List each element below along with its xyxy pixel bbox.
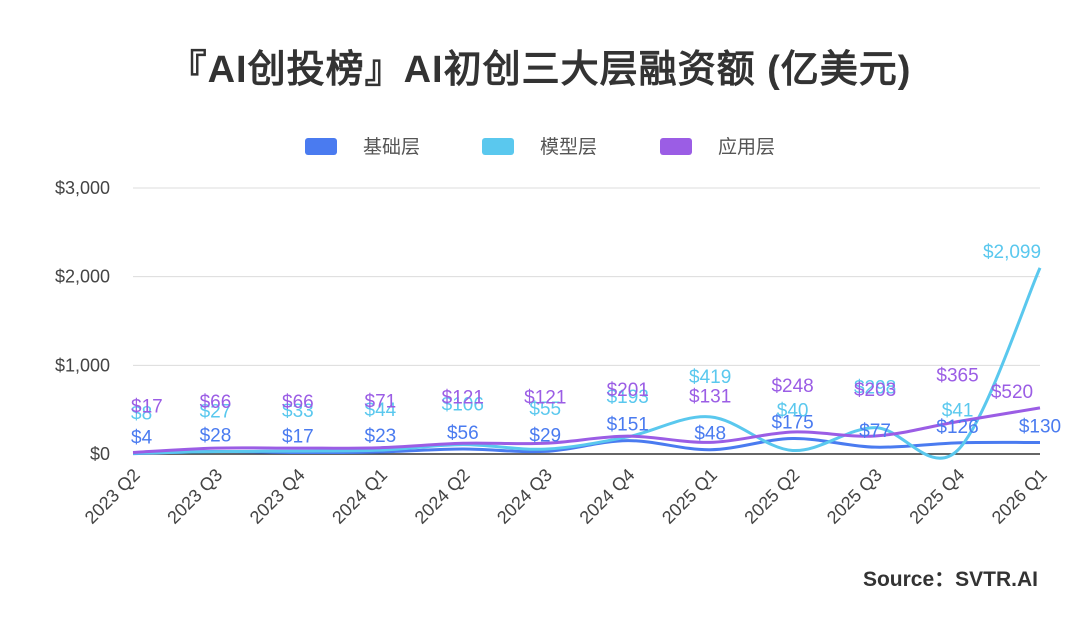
legend-swatch-2 xyxy=(482,138,514,155)
model-layer-data-label: $40 xyxy=(777,400,809,421)
application-layer-data-label: $17 xyxy=(131,396,163,417)
x-tick-label: 2025 Q3 xyxy=(823,465,886,528)
legend-swatch-1 xyxy=(305,138,337,155)
x-tick-label: 2024 Q3 xyxy=(493,465,556,528)
x-axis: 2023 Q2 2023 Q3 2023 Q4 2024 Q1 2024 Q2 2024 … xyxy=(81,465,1051,528)
x-tick-label: 2026 Q1 xyxy=(988,465,1051,528)
foundation-layer-data-label: $130 xyxy=(1019,416,1061,437)
model-layer-data-label: $33 xyxy=(282,401,314,422)
application-layer-data-label: $131 xyxy=(689,386,731,407)
model-layer-data-label: $8 xyxy=(131,403,152,424)
foundation-layer-data-label: $48 xyxy=(694,424,726,445)
x-tick-label: 2024 Q4 xyxy=(576,465,639,528)
application-layer-data-label: $365 xyxy=(936,366,978,387)
application-layer-data-label: $121 xyxy=(524,387,566,408)
x-tick-label: 2023 Q4 xyxy=(246,465,309,528)
model-layer-data-label: $193 xyxy=(607,387,649,408)
foundation-layer-data-label: $56 xyxy=(447,423,479,444)
model-layer-line xyxy=(132,267,1042,460)
foundation-layer-data-label: $126 xyxy=(936,417,978,438)
application-layer-data-label: $248 xyxy=(771,376,813,397)
application-layer-data-label: $66 xyxy=(282,392,314,413)
model-layer-data-label: $2,099 xyxy=(983,242,1041,263)
source-note: Source：SVTR.AI xyxy=(862,568,1038,591)
x-tick-label: 2024 Q2 xyxy=(411,465,474,528)
application-layer-data-label: $66 xyxy=(200,392,232,413)
application-layer-data-label: $520 xyxy=(991,382,1033,403)
foundation-layer-data-label: $151 xyxy=(607,415,649,436)
x-tick-label: 2025 Q2 xyxy=(740,465,803,528)
x-tick-label: 2025 Q4 xyxy=(905,465,968,528)
foundation-layer-data-label: $17 xyxy=(282,426,314,447)
legend-label-2: 模型层 xyxy=(540,136,597,158)
model-layer-data-label: $419 xyxy=(689,367,731,388)
foundation-layer-data-label: $28 xyxy=(200,426,232,447)
model-layer-data-label: $106 xyxy=(442,395,484,416)
legend-swatch-3 xyxy=(660,138,692,155)
grid xyxy=(133,187,1040,455)
y-tick-label: $3,000 xyxy=(55,178,110,198)
series-lines xyxy=(132,267,1042,460)
legend: 基础层 模型层 应用层 xyxy=(305,136,775,158)
foundation-layer-data-label: $77 xyxy=(859,421,891,442)
foundation-layer-data-label: $175 xyxy=(771,412,813,433)
application-layer-data-label: $121 xyxy=(442,387,484,408)
foundation-layer-data-label: $23 xyxy=(365,426,397,447)
model-layer-data-label: $41 xyxy=(942,400,974,421)
y-tick-label: $2,000 xyxy=(55,267,110,287)
data-labels: $4 $28 $17 $23 $56 $29 $151 $48 $175 $77 $126 $130 $… xyxy=(131,242,1061,449)
y-axis: $0 $1,000 $2,000 $3,000 xyxy=(55,178,110,464)
foundation-layer-data-label: $29 xyxy=(529,425,561,446)
x-tick-label: 2025 Q1 xyxy=(658,465,721,528)
x-tick-label: 2024 Q1 xyxy=(328,465,391,528)
chart-title: 『AI创投榜』AI初创三大层融资额 (亿美元) xyxy=(168,49,912,91)
y-tick-label: $1,000 xyxy=(55,355,110,375)
model-layer-data-label: $27 xyxy=(200,402,232,423)
application-layer-data-label: $71 xyxy=(365,392,397,413)
model-layer-data-label: $44 xyxy=(365,400,397,421)
x-tick-label: 2023 Q3 xyxy=(163,465,226,528)
foundation-layer-data-label: $4 xyxy=(131,428,153,449)
model-layer-data-label: $55 xyxy=(529,399,561,420)
legend-label-1: 基础层 xyxy=(363,136,420,158)
legend-label-3: 应用层 xyxy=(718,136,775,158)
y-tick-label: $0 xyxy=(90,444,110,464)
model-layer-data-label: $298 xyxy=(854,378,896,399)
application-layer-line xyxy=(132,406,1041,454)
x-tick-label: 2023 Q2 xyxy=(81,465,144,528)
application-layer-data-label: $203 xyxy=(854,380,896,401)
application-layer-data-label: $201 xyxy=(607,380,649,401)
